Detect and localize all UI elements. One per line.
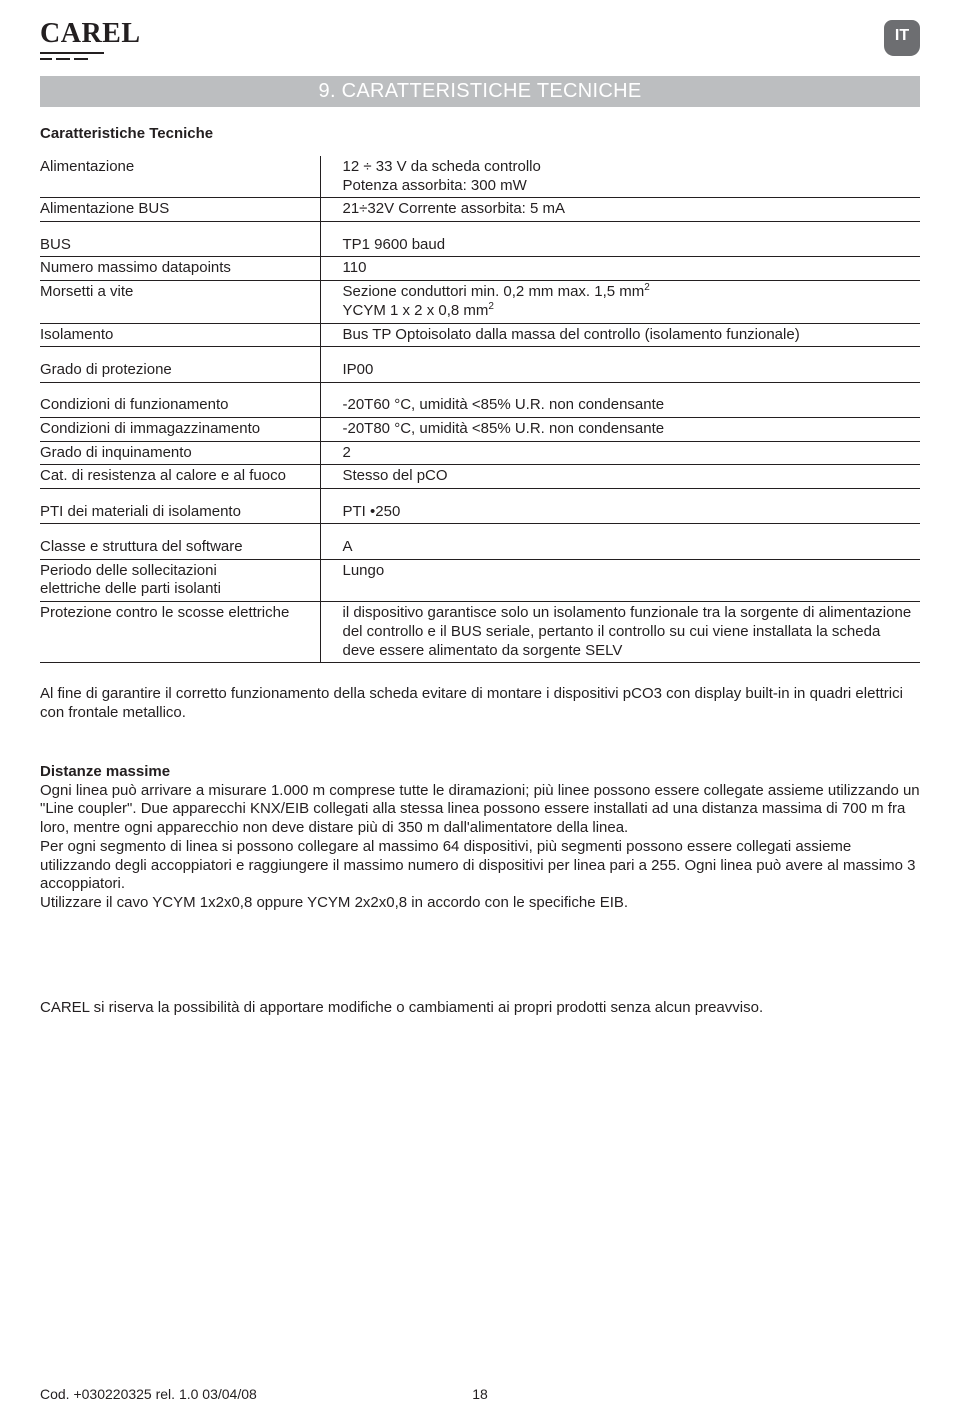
table-row: Condizioni di funzionamento -20T60 °C, u… (40, 394, 920, 417)
spec-value: PTI •250 (320, 501, 920, 524)
spec-value: Lungo (320, 559, 920, 601)
spec-value: 12 ÷ 33 V da scheda controllo Potenza as… (320, 156, 920, 198)
spec-label: Alimentazione (40, 156, 320, 198)
spec-label: Alimentazione BUS (40, 198, 320, 221)
spec-value: 110 (320, 257, 920, 280)
spec-label: Protezione contro le scosse elettriche (40, 602, 320, 663)
disclaimer: CAREL si riserva la possibilità di appor… (40, 999, 920, 1018)
table-row: Classe e struttura del software A (40, 536, 920, 559)
spec-label: Classe e struttura del software (40, 536, 320, 559)
distanze-p2: Per ogni segmento di linea si possono co… (40, 838, 920, 894)
page-header: CAREL IT (40, 20, 920, 60)
spec-value-line: Potenza assorbita: 300 mW (343, 177, 527, 194)
page-footer: Cod. +030220325 rel. 1.0 03/04/08 18 (40, 1386, 920, 1404)
subsection-title: Caratteristiche Tecniche (40, 125, 920, 144)
table-row: Protezione contro le scosse elettriche i… (40, 602, 920, 663)
distanze-section: Distanze massime Ogni linea può arrivare… (40, 763, 920, 913)
spec-label: BUS (40, 234, 320, 257)
spec-label: PTI dei materiali di isolamento (40, 501, 320, 524)
spec-label: Morsetti a vite (40, 281, 320, 323)
brand-logo: CAREL (40, 20, 141, 60)
spec-label: Periodo delle sollecitazioni elettriche … (40, 559, 320, 601)
table-row: Alimentazione 12 ÷ 33 V da scheda contro… (40, 156, 920, 198)
table-row: Numero massimo datapoints 110 (40, 257, 920, 280)
distanze-title: Distanze massime (40, 763, 920, 782)
spec-label: Isolamento (40, 323, 320, 346)
table-row: BUS TP1 9600 baud (40, 234, 920, 257)
spec-value-line: Sezione conduttori min. 0,2 mm max. 1,5 … (343, 283, 645, 300)
note-after-table: Al fine di garantire il corretto funzion… (40, 685, 920, 723)
spec-value: TP1 9600 baud (320, 234, 920, 257)
spec-value: -20T60 °C, umidità <85% U.R. non condens… (320, 394, 920, 417)
spec-value: 2 (320, 441, 920, 464)
table-row: Grado di inquinamento 2 (40, 441, 920, 464)
table-divider (40, 662, 920, 663)
brand-logo-text: CAREL (40, 20, 141, 48)
spec-value: il dispositivo garantisce solo un isolam… (320, 602, 920, 663)
table-row: Periodo delle sollecitazioni elettriche … (40, 559, 920, 601)
spec-label: Cat. di resistenza al calore e al fuoco (40, 465, 320, 488)
table-row: PTI dei materiali di isolamento PTI •250 (40, 501, 920, 524)
spec-label: Numero massimo datapoints (40, 257, 320, 280)
table-row: Alimentazione BUS 21÷32V Corrente assorb… (40, 198, 920, 221)
table-row: Isolamento Bus TP Optoisolato dalla mass… (40, 323, 920, 346)
spec-value-line: YCYM 1 x 2 x 0,8 mm (343, 302, 489, 319)
specs-table: Alimentazione 12 ÷ 33 V da scheda contro… (40, 156, 920, 664)
table-row: Grado di protezione IP00 (40, 359, 920, 382)
table-row: Cat. di resistenza al calore e al fuoco … (40, 465, 920, 488)
superscript: 2 (644, 282, 650, 293)
spec-value: Bus TP Optoisolato dalla massa del contr… (320, 323, 920, 346)
footer-page-number: 18 (40, 1386, 920, 1404)
spec-label: Condizioni di immagazzinamento (40, 417, 320, 440)
distanze-p1: Ogni linea può arrivare a misurare 1.000… (40, 782, 920, 838)
spec-label: Grado di protezione (40, 359, 320, 382)
spec-label-line: Periodo delle sollecitazioni (40, 562, 217, 579)
spec-value: A (320, 536, 920, 559)
spec-value: IP00 (320, 359, 920, 382)
spec-label-line: elettriche delle parti isolanti (40, 580, 221, 597)
spec-value-line: 12 ÷ 33 V da scheda controllo (343, 158, 541, 175)
table-row: Condizioni di immagazzinamento -20T80 °C… (40, 417, 920, 440)
spec-value: -20T80 °C, umidità <85% U.R. non condens… (320, 417, 920, 440)
spec-label: Condizioni di funzionamento (40, 394, 320, 417)
language-badge: IT (884, 20, 920, 56)
superscript: 2 (488, 301, 494, 312)
spec-value: Stesso del pCO (320, 465, 920, 488)
spec-label: Grado di inquinamento (40, 441, 320, 464)
spec-value: Sezione conduttori min. 0,2 mm max. 1,5 … (320, 281, 920, 323)
table-row: Morsetti a vite Sezione conduttori min. … (40, 281, 920, 323)
brand-logo-underline (40, 52, 104, 60)
section-banner: 9. CARATTERISTICHE TECNICHE (40, 76, 920, 107)
spec-value: 21÷32V Corrente assorbita: 5 mA (320, 198, 920, 221)
distanze-p3: Utilizzare il cavo YCYM 1x2x0,8 oppure Y… (40, 894, 920, 913)
